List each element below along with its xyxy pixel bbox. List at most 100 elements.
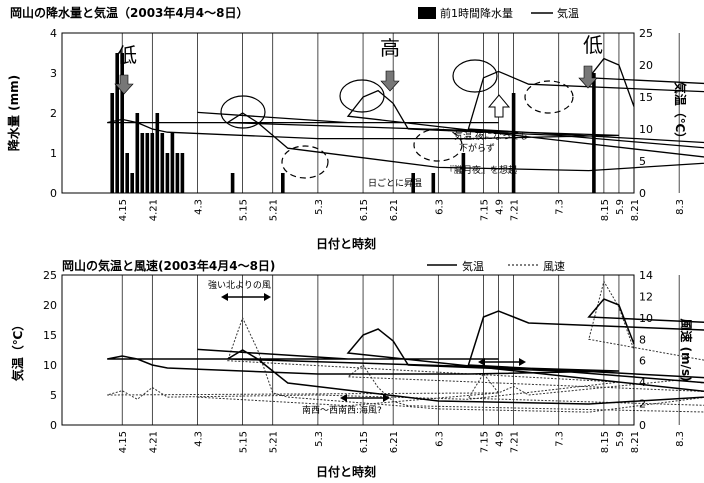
legend-temp: 気温 <box>462 259 484 273</box>
x-tick-label: 6.21 <box>389 431 400 453</box>
double-arrow-icon <box>478 358 526 366</box>
highlight-circle <box>339 79 385 113</box>
highlight-circle-dashed <box>281 145 329 179</box>
double-arrow-icon <box>340 394 390 402</box>
plot-frame <box>61 32 635 194</box>
double-arrow-icon <box>221 293 271 301</box>
wind-speed-line <box>107 280 704 413</box>
x-tick-label: 7.3 <box>555 199 566 215</box>
legend-bar-swatch <box>418 7 436 19</box>
precip-bar <box>125 153 129 193</box>
y-tick-label-right: 25 <box>639 27 653 40</box>
y-tick-label-left: 0 <box>50 419 57 432</box>
precip-bar <box>592 73 596 193</box>
x-tick-label: 4.3 <box>193 431 204 447</box>
x-tick-label: 6.3 <box>434 431 445 447</box>
precip-bar <box>511 93 516 193</box>
y-tick-label-left: 5 <box>50 389 57 402</box>
precip-bar <box>431 173 436 193</box>
x-tick-label: 6.21 <box>389 199 400 221</box>
x-tick-label: 5.9 <box>615 199 626 215</box>
y-tick-label-right: 6 <box>639 355 646 368</box>
x-tick-label: 5.9 <box>615 431 626 447</box>
precip-bar <box>461 153 466 193</box>
x-tick-label: 8.21 <box>630 199 641 221</box>
precip-bar <box>110 93 114 193</box>
x-tick-label: 4.15 <box>118 199 129 221</box>
y-tick-label-right: 10 <box>639 123 653 136</box>
x-tick-label: 4.15 <box>118 431 129 453</box>
annotation-night-1: 気温,夜になっても <box>454 130 528 142</box>
arrow-down-icon <box>578 65 598 89</box>
y-tick-label-left: 1 <box>50 147 57 160</box>
highlight-circle <box>220 95 266 129</box>
precip-bar <box>180 153 185 193</box>
x-tick-label: 7.15 <box>479 431 490 453</box>
x-tick-label: 7.21 <box>510 199 521 221</box>
x-tick-label: 4.3 <box>193 199 204 215</box>
y-tick-label-right: 12 <box>639 290 653 303</box>
y-axis-label-left: 気温（℃） <box>10 319 25 382</box>
precip-temp-chart: 岡山の降水量と気温（2003年4月4～8日） 前1時間降水量 気温 01234 … <box>6 5 704 251</box>
y-ticks-left: 0 5 10 15 20 25 <box>43 269 57 432</box>
y-axis-label-right: 気温（℃） <box>673 82 688 145</box>
x-tick-label: 5.21 <box>269 199 280 221</box>
precip-bar <box>230 173 235 193</box>
annotation-sea-breeze: 南西～西南西:海風? <box>302 404 382 416</box>
y-axis-label-left: 降水量 (mm) <box>6 75 21 151</box>
y-tick-label-left: 10 <box>43 359 57 372</box>
precip-bar <box>175 153 180 193</box>
highlight-circle-dashed <box>413 128 463 162</box>
y-tick-label-left: 0 <box>50 187 57 200</box>
x-tick-label: 8.21 <box>630 431 641 453</box>
x-ticks: 4.34.94.154.215.35.95.155.216.36.96.156.… <box>118 431 686 453</box>
temperature-line <box>107 298 704 405</box>
x-axis-label: 日付と時刻 <box>316 236 376 251</box>
precip-bar <box>145 133 150 193</box>
highlight-circle <box>452 59 498 93</box>
annotation-night-2: 下がらず <box>459 142 495 154</box>
y-tick-label-right: 0 <box>639 187 646 200</box>
precip-bar <box>135 113 140 193</box>
legend-precip: 前1時間降水量 <box>440 6 513 20</box>
y-ticks-left: 0 1 2 3 4 <box>50 27 57 200</box>
precip-bar <box>281 173 285 193</box>
y-tick-label-right: 4 <box>639 376 646 389</box>
precip-bar <box>165 153 170 193</box>
x-tick-label: 5.15 <box>239 431 250 453</box>
y-tick-label-left: 3 <box>50 67 57 80</box>
y-tick-label-right: 20 <box>639 59 653 72</box>
temperature-line <box>107 57 704 172</box>
y-ticks-right: 0 2 4 6 8 10 12 14 <box>639 269 653 432</box>
x-ticks: 4.34.94.154.215.35.95.155.216.36.96.156.… <box>118 199 686 221</box>
x-tick-label: 4.21 <box>148 431 159 453</box>
annotation-daily-warming: 日ごとに昇温 <box>368 177 422 189</box>
precip-bar <box>140 133 145 193</box>
annotation-north-wind: 強い北よりの風 <box>208 279 271 291</box>
precip-bar <box>150 133 155 193</box>
chart-title: 岡山の気温と風速(2003年4月4～8日) <box>62 258 275 273</box>
y-axis-label-right: 風速 (m/s) <box>679 318 694 381</box>
x-axis-label: 日付と時刻 <box>316 464 376 479</box>
x-tick-label: 5.15 <box>239 199 250 221</box>
x-tick-label: 7.3 <box>555 431 566 447</box>
x-tick-label: 5.21 <box>269 431 280 453</box>
x-tick-label: 8.3 <box>675 431 686 447</box>
x-tick-label: 4.9 <box>495 431 506 447</box>
x-tick-label: 8.15 <box>600 199 611 221</box>
arrow-up-icon <box>487 94 511 118</box>
x-tick-label: 4.9 <box>495 199 506 215</box>
x-tick-label: 6.15 <box>359 431 370 453</box>
x-tick-label: 5.3 <box>314 199 325 215</box>
y-tick-label-left: 20 <box>43 299 57 312</box>
precip-bar <box>170 133 175 193</box>
x-tick-label: 7.15 <box>479 199 490 221</box>
x-tick-label: 8.3 <box>675 199 686 215</box>
legend-temp: 気温 <box>557 6 579 20</box>
y-tick-label-left: 4 <box>50 27 57 40</box>
legend-wind: 風速 <box>543 260 565 273</box>
precip-bar <box>130 173 134 193</box>
y-tick-label-right: 14 <box>639 269 653 282</box>
